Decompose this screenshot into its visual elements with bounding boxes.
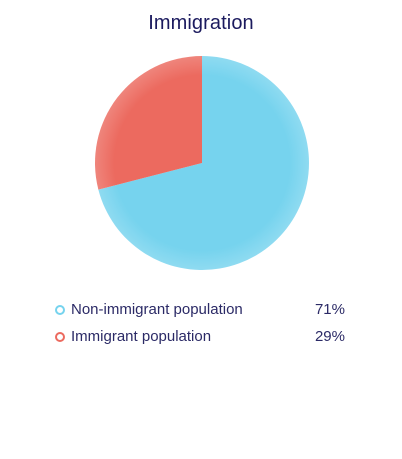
legend: Non-immigrant population 71% Immigrant p… <box>55 296 350 350</box>
legend-dot-immigrant-icon <box>55 331 65 342</box>
legend-dot-non-immigrant-icon <box>55 304 65 315</box>
pie-slices <box>94 56 309 270</box>
legend-label: Non-immigrant population <box>71 301 243 318</box>
legend-item-non-immigrant[interactable]: Non-immigrant population 71% <box>55 296 350 323</box>
legend-value: 71% <box>314 301 345 318</box>
legend-label: Immigrant population <box>71 328 212 345</box>
pie-slice-immigrant-population[interactable] <box>94 56 202 190</box>
chart-title: Immigration <box>148 12 254 34</box>
pie-chart <box>94 56 309 270</box>
pie-slice-non-immigrant-population[interactable] <box>98 56 309 270</box>
legend-item-immigrant[interactable]: Immigrant population 29% <box>55 323 350 350</box>
pie-svg <box>94 56 309 270</box>
legend-value: 29% <box>314 328 345 345</box>
